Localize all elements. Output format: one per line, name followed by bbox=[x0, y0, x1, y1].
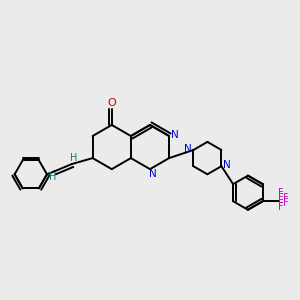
Text: O: O bbox=[107, 98, 116, 109]
Text: N: N bbox=[223, 160, 231, 170]
Text: F: F bbox=[278, 202, 283, 212]
Text: F: F bbox=[278, 188, 283, 198]
Text: F: F bbox=[278, 199, 283, 209]
Text: F: F bbox=[283, 198, 288, 208]
Text: N: N bbox=[170, 130, 178, 140]
Text: H: H bbox=[49, 172, 57, 182]
Text: F: F bbox=[283, 193, 288, 203]
Text: H: H bbox=[70, 152, 77, 163]
Text: N: N bbox=[149, 169, 157, 179]
Text: F: F bbox=[278, 193, 283, 203]
Text: N: N bbox=[184, 143, 192, 154]
